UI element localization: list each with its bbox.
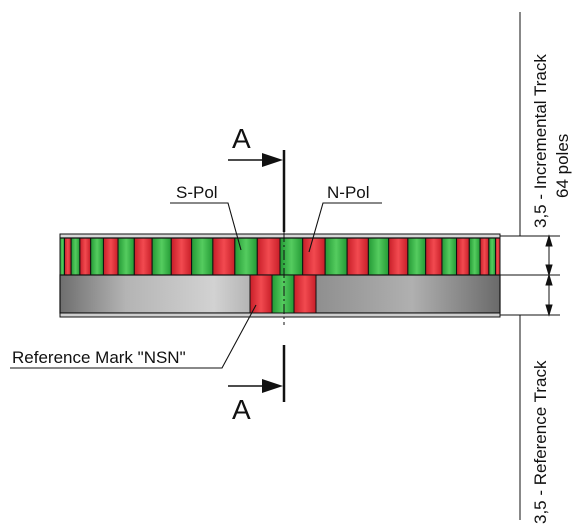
north-pole-segment: [134, 238, 152, 275]
north-pole-segment: [426, 238, 442, 275]
section-label-top: A: [232, 123, 251, 154]
north-pole-segment: [257, 238, 280, 275]
north-pole-segment: [64, 238, 71, 275]
section-label-bottom: A: [232, 394, 251, 425]
north-pole-segment: [80, 238, 91, 275]
south-pole-segment: [91, 238, 104, 275]
north-pole-segment: [303, 238, 325, 275]
dimension-line-reference: [546, 275, 552, 315]
south-pole-segment: [280, 238, 303, 275]
south-pole-segment: [152, 238, 171, 275]
reference-south-segment: [272, 275, 294, 313]
north-pole-segment: [457, 238, 470, 275]
s-pol-label: S-Pol: [176, 183, 218, 202]
south-pole-segment: [469, 238, 480, 275]
north-pole-segment: [103, 238, 118, 275]
reference-mark-nsn: [250, 275, 316, 313]
south-pole-segment: [60, 238, 64, 275]
south-pole-segment: [192, 238, 213, 275]
north-pole-segment: [171, 238, 191, 275]
south-pole-segment: [235, 238, 257, 275]
south-pole-segment: [368, 238, 388, 275]
north-pole-segment: [347, 238, 368, 275]
south-pole-segment: [408, 238, 426, 275]
dimension-line-incremental: [546, 236, 552, 275]
reference-north-segment: [294, 275, 316, 313]
section-arrow-icon: [228, 153, 283, 167]
reference-north-segment: [250, 275, 272, 313]
south-pole-segment: [489, 238, 496, 275]
incremental-track: [60, 238, 500, 275]
north-pole-segment: [496, 238, 500, 275]
north-pole-segment: [480, 238, 489, 275]
north-pole-segment: [389, 238, 408, 275]
reference-track-dimension: 3,5 - Reference Track: [531, 360, 550, 524]
south-pole-segment: [325, 238, 347, 275]
incremental-poles-label: 64 poles: [553, 134, 572, 198]
reference-mark-label: Reference Mark "NSN": [12, 348, 186, 367]
n-pol-label: N-Pol: [327, 183, 370, 202]
dimension-extension-lines: [500, 236, 560, 315]
incremental-track-dimension: 3,5 - Incremental Track: [531, 54, 550, 228]
south-pole-segment: [118, 238, 134, 275]
ring-bottom-rim: [60, 313, 500, 317]
section-arrow-icon: [228, 379, 283, 393]
north-pole-segment: [213, 238, 235, 275]
south-pole-segment: [71, 238, 80, 275]
south-pole-segment: [442, 238, 457, 275]
